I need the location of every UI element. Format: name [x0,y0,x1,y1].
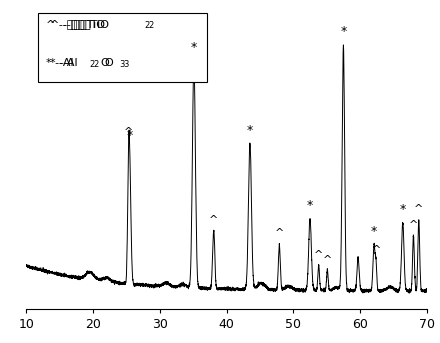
Text: * --Al: * --Al [51,58,78,68]
Text: ^: ^ [275,228,284,238]
Text: *: * [340,25,347,38]
Text: ^: ^ [323,255,332,265]
Text: *: * [247,124,253,137]
Text: 3: 3 [119,60,125,69]
Text: 3: 3 [123,60,128,69]
Text: ^ --锐钛型TiO: ^ --锐钛型TiO [47,19,106,29]
Text: 2: 2 [94,60,99,69]
Text: ^: ^ [209,215,219,225]
Text: ^: ^ [124,128,133,138]
Text: *: * [127,129,133,142]
Text: 2: 2 [144,21,150,30]
Text: * --Al: * --Al [47,58,74,68]
Text: ^: ^ [371,246,381,256]
Text: ^ --锐钛型TiO: ^ --锐钛型TiO [51,19,110,29]
Text: ^: ^ [414,204,423,214]
Text: *: * [371,225,377,238]
Text: 2: 2 [90,60,95,69]
Text: *: * [400,203,406,216]
Text: O: O [100,58,109,68]
FancyBboxPatch shape [38,13,207,82]
Text: *: * [191,41,197,54]
Text: O: O [104,58,113,68]
Text: *: * [307,199,313,212]
Text: ^: ^ [409,220,418,229]
Text: ^: ^ [314,250,323,260]
Text: 2: 2 [149,21,154,30]
